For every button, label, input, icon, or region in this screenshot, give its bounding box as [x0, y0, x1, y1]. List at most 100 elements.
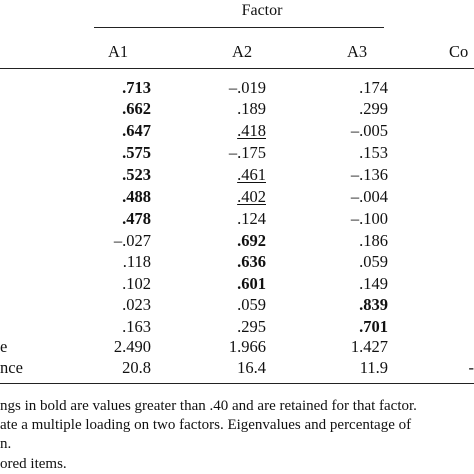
- loading-cell-a1: .488: [80, 187, 151, 207]
- loading-cell-a1: .575: [80, 143, 151, 163]
- column-header-a2: A2: [232, 42, 253, 61]
- table-row: .118 .636 .059: [0, 252, 474, 272]
- table-row: .647 .418 –.005: [0, 121, 474, 141]
- loading-cell-a2: –.175: [196, 143, 266, 163]
- loading-cell-a2: .059: [196, 295, 266, 315]
- loading-value: –.100: [350, 209, 388, 228]
- loading-value: .189: [237, 99, 266, 118]
- loading-cell-a1: .647: [80, 121, 151, 141]
- loading-value: .461: [237, 165, 266, 184]
- row-label: nce: [0, 358, 23, 377]
- loading-cell-a3: –.004: [320, 187, 388, 207]
- header-rule: [0, 68, 474, 69]
- loading-cell-a1: .118: [80, 252, 151, 272]
- table-row: nce 20.8 16.4 11.9 -: [0, 358, 474, 378]
- loading-value: 16.4: [237, 358, 266, 377]
- table-note-line-2: ate a multiple loading on two factors. E…: [0, 417, 412, 433]
- loading-cell-a2: .636: [196, 252, 266, 272]
- loading-value: –.019: [228, 78, 266, 97]
- loading-value: .102: [122, 274, 151, 293]
- loading-cell-a3: 11.9: [320, 358, 388, 378]
- loading-cell-a2: .124: [196, 209, 266, 229]
- loading-cell-a1: 2.490: [80, 337, 151, 357]
- loading-value: 11.9: [359, 358, 388, 377]
- table-row: .102 .601 .149: [0, 274, 474, 294]
- table-row: .163 .295 .701: [0, 317, 474, 337]
- loading-value: .636: [237, 252, 266, 271]
- loading-value: –.136: [350, 165, 388, 184]
- loading-cell-a3: .701: [320, 317, 388, 337]
- loading-cell-a3: .059: [320, 252, 388, 272]
- bottom-rule: [0, 383, 474, 384]
- table-row: .478 .124 –.100: [0, 209, 474, 229]
- loading-value: –.027: [113, 231, 151, 250]
- loading-cell-a3: –.005: [320, 121, 388, 141]
- table-row: .523 .461 –.136: [0, 165, 474, 185]
- loading-cell-a3: 1.427: [320, 337, 388, 357]
- loading-value: –.005: [350, 121, 388, 140]
- loading-cell-a1: .713: [80, 78, 151, 98]
- loading-cell-a3: .174: [320, 78, 388, 98]
- loading-value: .163: [122, 317, 151, 336]
- table-row: e 2.490 1.966 1.427: [0, 337, 474, 357]
- loading-value: .299: [359, 99, 388, 118]
- table-row: .662 .189 .299: [0, 99, 474, 119]
- loading-cell-a1: 20.8: [80, 358, 151, 378]
- loading-cell-a2: –.019: [196, 78, 266, 98]
- loading-value: .153: [359, 143, 388, 162]
- loading-value: .059: [237, 295, 266, 314]
- row-label: e: [0, 337, 8, 356]
- loading-value: .647: [122, 121, 151, 140]
- loading-value: 20.8: [122, 358, 151, 377]
- loading-value: .023: [122, 295, 151, 314]
- table-note-line-4: ored items.: [0, 456, 67, 472]
- loading-value: 2.490: [113, 337, 151, 356]
- loading-cell-a1: .523: [80, 165, 151, 185]
- loading-cell-a3: .839: [320, 295, 388, 315]
- loading-cell-a3: .186: [320, 231, 388, 251]
- loading-value: .149: [359, 274, 388, 293]
- loading-cell-a3: –.136: [320, 165, 388, 185]
- loading-value: .662: [122, 99, 151, 118]
- loading-value: .523: [122, 165, 151, 184]
- loading-cell-a2: .295: [196, 317, 266, 337]
- column-header-a1: A1: [108, 42, 129, 61]
- loading-value: .418: [237, 121, 266, 140]
- loading-cell-a2: .402: [196, 187, 266, 207]
- loading-value: .488: [122, 187, 151, 206]
- loading-cell-a2: .461: [196, 165, 266, 185]
- loading-value: .701: [359, 317, 388, 336]
- factor-header: Factor: [241, 2, 283, 19]
- table-row: .023 .059 .839: [0, 295, 474, 315]
- table-row: .488 .402 –.004: [0, 187, 474, 207]
- loading-value: –.004: [350, 187, 388, 206]
- loading-value: .713: [122, 78, 151, 97]
- table-row: .575 –.175 .153: [0, 143, 474, 163]
- loading-cell-a1: .163: [80, 317, 151, 337]
- loading-value: .839: [359, 295, 388, 314]
- loading-value: .295: [237, 317, 266, 336]
- loading-value: –.175: [228, 143, 266, 162]
- loading-value: .174: [359, 78, 388, 97]
- loading-cell-a3: .299: [320, 99, 388, 119]
- loading-cell-a2: .692: [196, 231, 266, 251]
- loading-value: .124: [237, 209, 266, 228]
- table-note-line-1: ngs in bold are values greater than .40 …: [0, 398, 417, 414]
- loading-cell-a3: –.100: [320, 209, 388, 229]
- loading-value: .118: [122, 252, 151, 271]
- loading-cell-a3: .149: [320, 274, 388, 294]
- loading-value: .186: [359, 231, 388, 250]
- loading-value: 1.966: [228, 337, 266, 356]
- communality-cell: -: [468, 358, 474, 377]
- loading-cell-a1: –.027: [80, 231, 151, 251]
- loading-value: .692: [237, 231, 266, 250]
- loading-value: .059: [359, 252, 388, 271]
- loading-cell-a2: .601: [196, 274, 266, 294]
- column-header-communality: Co: [449, 42, 469, 61]
- loading-value: 1.427: [350, 337, 388, 356]
- loading-value: .402: [237, 187, 266, 206]
- loading-cell-a1: .662: [80, 99, 151, 119]
- table-row: –.027 .692 .186: [0, 231, 474, 251]
- table-note-line-3: n.: [0, 436, 12, 452]
- loading-value: .601: [237, 274, 266, 293]
